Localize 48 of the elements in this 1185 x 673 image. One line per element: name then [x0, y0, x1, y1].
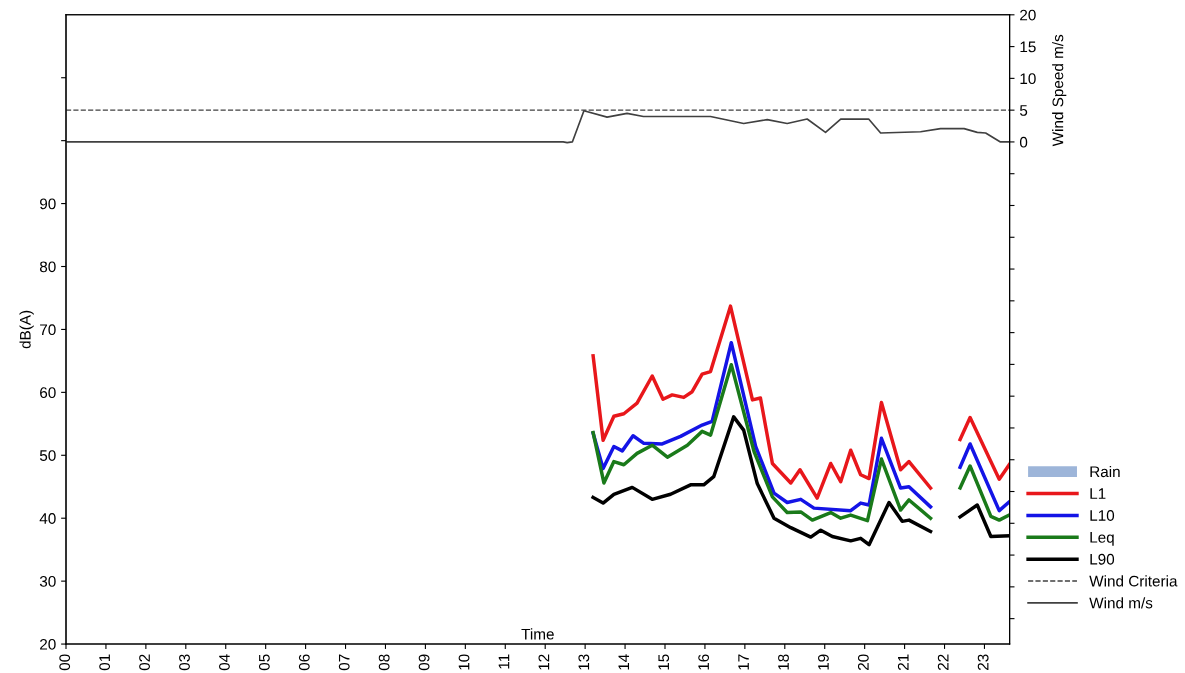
y-tick-label: 80: [39, 261, 56, 273]
y-tick-label: 40: [39, 513, 56, 524]
y2-tick-label: 10: [1020, 73, 1036, 85]
x-tick-label: 18: [778, 654, 789, 670]
x-tick-label: 01: [99, 654, 111, 671]
legend-label: Leq: [1090, 532, 1114, 546]
x-tick-label: 21: [897, 654, 909, 671]
y2-tick-label: 0: [1019, 136, 1028, 148]
legend-label: L90: [1090, 553, 1115, 565]
y-tick-label: 90: [40, 198, 56, 210]
y-tick-label: 70: [40, 324, 56, 336]
x-tick-label: 07: [338, 654, 350, 671]
x-tick-label: 00: [59, 654, 71, 671]
y-tick-label: 20: [40, 638, 56, 650]
x-tick-label: 11: [498, 654, 510, 669]
x-tick-label: 05: [258, 654, 270, 671]
x-tick-label: 20: [857, 654, 869, 671]
legend-label: L1: [1090, 488, 1106, 499]
x-tick-label: 19: [818, 654, 829, 670]
y-tick-label: 60: [40, 387, 56, 399]
x-tick-label: 22: [937, 654, 949, 671]
y2-axis-title: Wind Speed m/s: [1052, 34, 1067, 147]
x-axis-title: Time: [521, 628, 554, 640]
legend-label: Rain: [1090, 465, 1120, 478]
legend-label: Wind m/s: [1089, 597, 1153, 609]
legend-label: Wind Criteria: [1089, 575, 1178, 587]
x-tick-label: 13: [578, 654, 590, 670]
y2-tick-label: 5: [1019, 105, 1028, 116]
x-tick-label: 08: [378, 654, 390, 671]
line-series: [66, 109, 1010, 144]
x-tick-label: 14: [618, 654, 630, 670]
x-tick-label: 15: [658, 654, 670, 670]
x-tick-label: 02: [139, 654, 150, 671]
y2-tick-label: 15: [1020, 41, 1036, 53]
y-tick-label: 30: [39, 576, 56, 587]
legend-label: L10: [1090, 510, 1115, 521]
y-tick-label: 50: [39, 450, 56, 461]
x-tick-label: 17: [738, 654, 749, 670]
x-tick-label: 09: [418, 654, 430, 671]
y-axis-title: dB(A): [19, 310, 34, 349]
x-tick-label: 10: [458, 654, 470, 670]
x-tick-label: 23: [977, 654, 989, 671]
x-tick-label: 12: [538, 654, 550, 670]
x-tick-label: 04: [219, 654, 230, 671]
x-tick-label: 06: [298, 654, 310, 671]
y2-tick-label: 20: [1020, 9, 1036, 21]
x-tick-label: 16: [698, 654, 710, 670]
x-tick-label: 03: [179, 654, 190, 671]
